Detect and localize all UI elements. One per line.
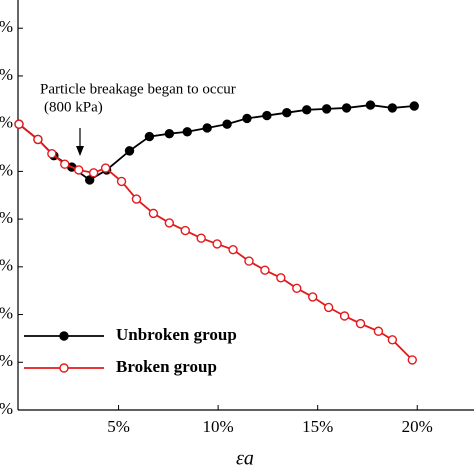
data-point [144, 131, 155, 142]
data-point [262, 110, 272, 121]
y-tick-label: % [0, 303, 13, 322]
y-tick-label: % [0, 399, 13, 418]
x-axis-label: εa [236, 448, 254, 470]
x-tick-label: 5% [107, 417, 130, 436]
data-point [33, 134, 43, 145]
data-point [409, 101, 419, 111]
data-point [308, 292, 318, 302]
legend-label: Broken group [116, 357, 217, 376]
data-point [148, 208, 159, 219]
data-point [212, 239, 222, 249]
data-point [321, 104, 332, 114]
data-point [339, 311, 350, 321]
y-tick-label: % [0, 351, 13, 370]
data-point [164, 128, 175, 139]
legend-label: Unbroken group [116, 325, 237, 344]
data-point [228, 244, 238, 255]
x-tick-label: 15% [302, 417, 333, 436]
x-tick-label: 10% [203, 417, 234, 436]
data-point [244, 256, 254, 266]
annotation: Particle breakage began to occur [40, 81, 236, 97]
data-point [276, 273, 286, 283]
data-point [407, 355, 417, 365]
y-tick-label: % [0, 160, 13, 179]
data-point [196, 233, 206, 243]
data-point [387, 335, 398, 345]
x-tick-label: 20% [402, 417, 433, 436]
data-point [202, 123, 212, 133]
y-tick-label: % [0, 17, 13, 36]
data-point [222, 119, 232, 129]
data-point [84, 175, 95, 185]
y-tick-label: % [0, 113, 13, 132]
data-point [323, 302, 334, 313]
data-point [341, 103, 352, 113]
data-point [260, 265, 270, 275]
data-point [292, 283, 302, 294]
y-tick-label: % [0, 208, 13, 227]
data-point [124, 146, 135, 156]
annotation: (800 kPa) [44, 99, 103, 115]
data-point [242, 113, 252, 124]
data-point [100, 163, 111, 173]
data-point [373, 326, 384, 336]
data-point [164, 218, 175, 228]
data-point [365, 100, 376, 110]
legend-marker [59, 331, 69, 341]
y-tick-label: % [0, 65, 13, 84]
legend-marker [59, 363, 69, 373]
data-point [387, 103, 398, 113]
data-point [282, 107, 292, 118]
annotation-arrowhead [76, 146, 84, 156]
data-point [116, 176, 127, 187]
data-point [47, 149, 57, 159]
data-point [14, 119, 24, 129]
data-point [302, 105, 312, 115]
data-point [131, 194, 142, 204]
data-point [74, 165, 84, 175]
data-point [182, 127, 192, 137]
data-point [180, 225, 190, 236]
data-point [355, 318, 366, 329]
y-tick-label: % [0, 256, 13, 275]
data-point [88, 168, 99, 178]
data-point [60, 159, 70, 169]
